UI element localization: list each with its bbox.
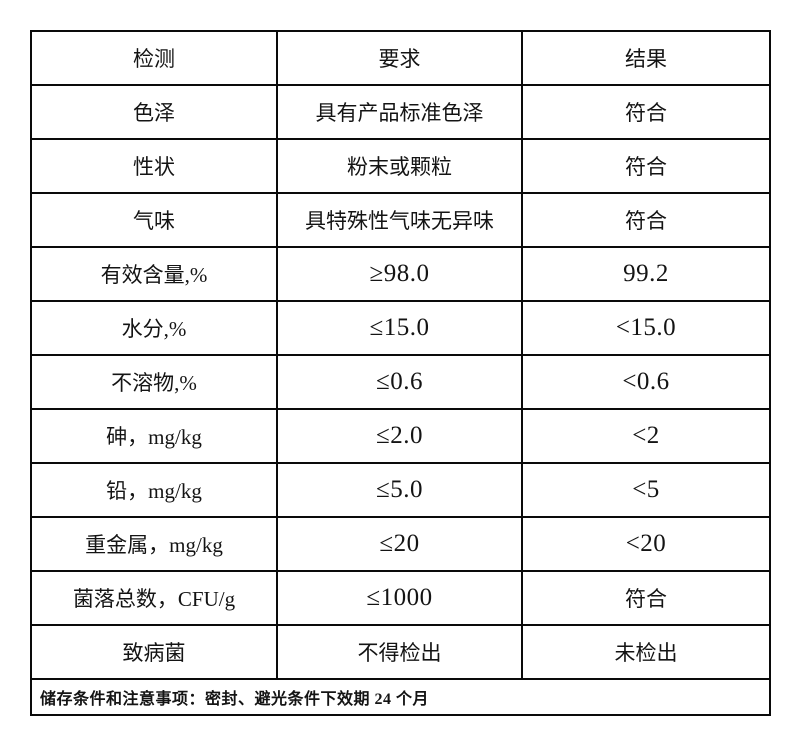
result-cell: <5 — [521, 462, 771, 518]
row-label-cell: 气味 — [30, 192, 278, 248]
result-cell: <2 — [521, 408, 771, 464]
result-cell: 99.2 — [521, 246, 771, 302]
result-cell: 符合 — [521, 84, 771, 140]
table-row: 重金属，mg/kg ≤20 <20 — [30, 516, 771, 572]
result-cell: <0.6 — [521, 354, 771, 410]
storage-note: 储存条件和注意事项：密封、避光条件下效期 24 个月 — [30, 678, 771, 716]
footer-row: 储存条件和注意事项：密封、避光条件下效期 24 个月 — [30, 678, 771, 716]
requirement-cell: 不得检出 — [276, 624, 523, 680]
inspection-table: 检测 要求 结果 色泽 具有产品标准色泽 符合 性状 粉末或颗粒 符合 气味 具特殊性气味无异… — [30, 30, 771, 716]
row-label-cell: 不溶物,% — [30, 354, 278, 410]
column-header-requirement: 要求 — [276, 30, 523, 86]
requirement-cell: 具特殊性气味无异味 — [276, 192, 523, 248]
table-row: 不溶物,% ≤0.6 <0.6 — [30, 354, 771, 410]
result-cell: <20 — [521, 516, 771, 572]
requirement-cell: 粉末或颗粒 — [276, 138, 523, 194]
result-cell: 未检出 — [521, 624, 771, 680]
row-label-cell: 致病菌 — [30, 624, 278, 680]
result-cell: 符合 — [521, 138, 771, 194]
requirement-cell: ≤20 — [276, 516, 523, 572]
row-label-cell: 水分,% — [30, 300, 278, 356]
table-row: 致病菌 不得检出 未检出 — [30, 624, 771, 680]
table-row: 色泽 具有产品标准色泽 符合 — [30, 84, 771, 140]
table-row: 铅，mg/kg ≤5.0 <5 — [30, 462, 771, 518]
row-label-cell: 菌落总数，CFU/g — [30, 570, 278, 626]
table-row: 菌落总数，CFU/g ≤1000 符合 — [30, 570, 771, 626]
table-row: 水分,% ≤15.0 <15.0 — [30, 300, 771, 356]
table-row: 砷，mg/kg ≤2.0 <2 — [30, 408, 771, 464]
row-label-cell: 铅，mg/kg — [30, 462, 278, 518]
requirement-cell: ≤1000 — [276, 570, 523, 626]
requirement-cell: ≤15.0 — [276, 300, 523, 356]
requirement-cell: ≤0.6 — [276, 354, 523, 410]
requirement-cell: ≤5.0 — [276, 462, 523, 518]
table-row: 气味 具特殊性气味无异味 符合 — [30, 192, 771, 248]
table-row: 有效含量,% ≥98.0 99.2 — [30, 246, 771, 302]
table-row: 性状 粉末或颗粒 符合 — [30, 138, 771, 194]
row-label-cell: 重金属，mg/kg — [30, 516, 278, 572]
result-cell: 符合 — [521, 570, 771, 626]
header-row: 检测 要求 结果 — [30, 30, 771, 86]
requirement-cell: 具有产品标准色泽 — [276, 84, 523, 140]
row-label-cell: 有效含量,% — [30, 246, 278, 302]
row-label-cell: 砷，mg/kg — [30, 408, 278, 464]
row-label-cell: 色泽 — [30, 84, 278, 140]
column-header-test: 检测 — [30, 30, 278, 86]
row-label-cell: 性状 — [30, 138, 278, 194]
requirement-cell: ≥98.0 — [276, 246, 523, 302]
requirement-cell: ≤2.0 — [276, 408, 523, 464]
result-cell: 符合 — [521, 192, 771, 248]
result-cell: <15.0 — [521, 300, 771, 356]
column-header-result: 结果 — [521, 30, 771, 86]
